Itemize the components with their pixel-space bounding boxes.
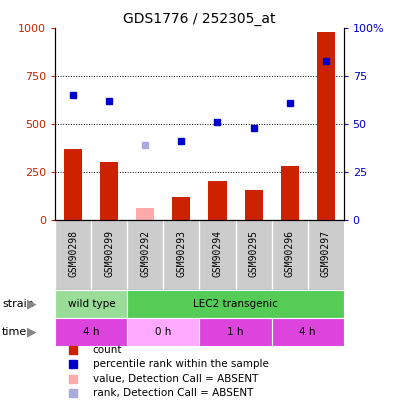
Text: strain: strain bbox=[2, 299, 34, 309]
Text: 4 h: 4 h bbox=[299, 327, 316, 337]
Text: wild type: wild type bbox=[68, 299, 115, 309]
Text: value, Detection Call = ABSENT: value, Detection Call = ABSENT bbox=[93, 374, 258, 384]
Bar bbox=[64, 149, 82, 220]
Bar bbox=[209, 181, 226, 220]
Bar bbox=[245, 190, 263, 220]
Text: 0 h: 0 h bbox=[155, 327, 171, 337]
Bar bbox=[280, 166, 299, 220]
Text: GSM90295: GSM90295 bbox=[248, 230, 259, 277]
Text: percentile rank within the sample: percentile rank within the sample bbox=[93, 359, 269, 369]
Bar bbox=[272, 318, 344, 345]
Bar bbox=[199, 318, 272, 345]
Bar bbox=[100, 162, 118, 220]
Bar bbox=[55, 290, 127, 318]
Text: GSM90299: GSM90299 bbox=[104, 230, 115, 277]
Text: ▶: ▶ bbox=[27, 325, 36, 338]
Text: GSM90296: GSM90296 bbox=[284, 230, 295, 277]
Bar bbox=[317, 32, 335, 220]
Text: LEC2 transgenic: LEC2 transgenic bbox=[193, 299, 278, 309]
Bar bbox=[127, 290, 344, 318]
Text: GSM90292: GSM90292 bbox=[140, 230, 150, 277]
Text: GSM90297: GSM90297 bbox=[321, 230, 331, 277]
Text: ▶: ▶ bbox=[27, 298, 36, 311]
Text: GSM90294: GSM90294 bbox=[213, 230, 222, 277]
Text: rank, Detection Call = ABSENT: rank, Detection Call = ABSENT bbox=[93, 388, 253, 398]
Bar bbox=[127, 318, 199, 345]
Bar bbox=[55, 318, 127, 345]
Bar bbox=[173, 197, 190, 220]
Text: 4 h: 4 h bbox=[83, 327, 100, 337]
Text: count: count bbox=[93, 345, 122, 355]
Text: GSM90293: GSM90293 bbox=[177, 230, 186, 277]
Text: GSM90298: GSM90298 bbox=[68, 230, 78, 277]
Bar bbox=[136, 208, 154, 220]
Title: GDS1776 / 252305_at: GDS1776 / 252305_at bbox=[123, 12, 276, 26]
Text: time: time bbox=[2, 327, 27, 337]
Text: 1 h: 1 h bbox=[227, 327, 244, 337]
